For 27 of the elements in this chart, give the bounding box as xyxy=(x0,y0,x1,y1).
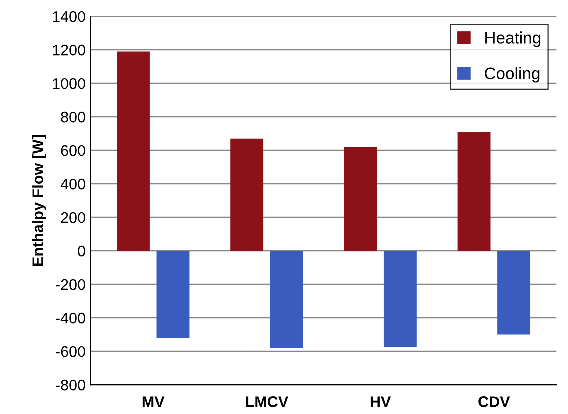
y-tick-label: 1200 xyxy=(53,44,86,56)
bar xyxy=(270,251,304,348)
legend-label: Heating xyxy=(486,32,541,48)
y-tick-label: -200 xyxy=(56,279,86,290)
y-tick-label: 200 xyxy=(61,212,86,224)
bar xyxy=(498,251,531,335)
y-tick-label: 0 xyxy=(78,246,86,257)
bar xyxy=(156,251,190,338)
x-tick-label: CDV xyxy=(478,396,510,408)
y-tick-label: 1400 xyxy=(53,11,86,22)
legend-label: Cooling xyxy=(485,67,540,83)
x-tick-label: HV xyxy=(370,396,392,408)
y-tick-label: 600 xyxy=(61,145,86,156)
y-axis-title: Enthalpy Flow [W] xyxy=(32,135,46,266)
y-tick-label: -600 xyxy=(56,346,86,358)
bar xyxy=(230,138,264,252)
bar xyxy=(384,251,417,348)
y-tick-label: 1000 xyxy=(53,78,86,90)
bar xyxy=(117,52,150,252)
y-tick-label: -800 xyxy=(56,380,86,391)
y-tick-label: 800 xyxy=(61,112,86,123)
y-tick-label: 400 xyxy=(60,178,86,190)
x-tick-label: MV xyxy=(142,396,165,408)
y-tick-label: -400 xyxy=(56,312,86,324)
x-tick-label: LMCV xyxy=(246,396,288,408)
bar xyxy=(344,147,378,252)
bar xyxy=(458,132,491,252)
